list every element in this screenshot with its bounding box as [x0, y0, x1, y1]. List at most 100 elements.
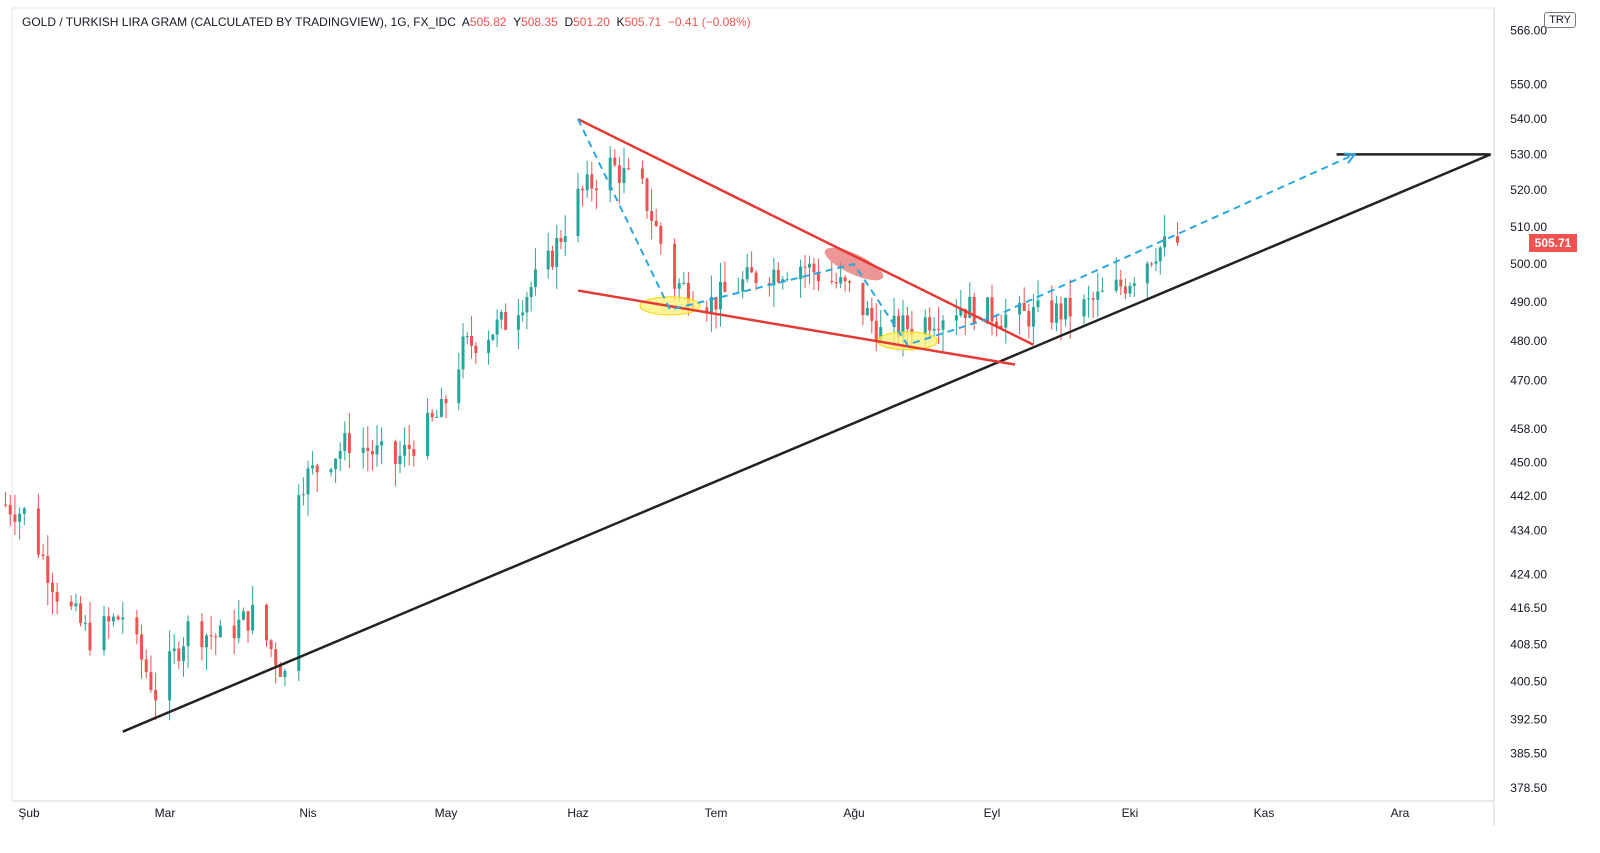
candle-body: [705, 307, 709, 313]
candle-body: [521, 312, 525, 316]
candle-body: [941, 320, 945, 330]
candle-body: [18, 513, 22, 522]
candle-body: [645, 178, 649, 211]
candle-body: [168, 651, 172, 701]
time-tick-label: Tem: [705, 806, 728, 820]
candle-body: [426, 412, 430, 456]
time-tick-label: Kas: [1254, 806, 1275, 820]
time-tick-label: Nis: [299, 806, 316, 820]
candle-body: [627, 168, 631, 170]
candle-body: [1114, 279, 1118, 291]
time-tick-label: May: [435, 806, 458, 820]
candle-body: [1096, 291, 1100, 300]
open-label: A: [461, 15, 470, 29]
support-trendline: [122, 153, 1492, 733]
candle-body: [745, 267, 749, 280]
candle-body: [937, 328, 941, 330]
time-tick-label: Haz: [567, 806, 588, 820]
price-tick-label: 470.00: [1510, 373, 1547, 387]
candle-body: [172, 648, 176, 652]
candle-body: [251, 604, 255, 631]
candle-body: [214, 636, 218, 638]
change-value: −0.41 (−0.08%): [667, 15, 751, 29]
candle-body: [269, 640, 273, 650]
candle-body: [723, 281, 727, 292]
candle-body: [50, 582, 54, 593]
candle-body: [74, 603, 78, 607]
candle-body: [709, 296, 713, 313]
candle-body: [816, 272, 820, 282]
candle-body: [807, 263, 811, 268]
candle-body: [1018, 302, 1022, 315]
candle-body: [177, 648, 181, 662]
candle-body: [839, 277, 843, 284]
candle-body: [754, 272, 758, 284]
candle-body: [525, 297, 529, 313]
candle-body: [140, 634, 144, 660]
candle-body: [461, 336, 465, 370]
candle-body: [412, 449, 416, 456]
candle-body: [36, 508, 40, 555]
candle-body: [555, 238, 559, 267]
candle-body: [954, 315, 958, 321]
price-axis[interactable]: 566.00 550.00 540.00 530.00 520.00 510.00 500.…: [1510, 24, 1547, 795]
candle-body: [650, 210, 654, 221]
candle-body: [246, 611, 250, 631]
candle-body: [88, 622, 92, 651]
candle-body: [608, 157, 612, 191]
candle-body: [972, 296, 976, 324]
candle-body: [366, 447, 370, 452]
chart-pane[interactable]: [11, 7, 1495, 802]
projected-path-arrowhead: [1343, 152, 1357, 164]
candle-body: [430, 412, 434, 418]
candle-body: [585, 174, 589, 191]
symbol-title[interactable]: GOLD / TURKISH LIRA GRAM (CALCULATED BY …: [22, 15, 456, 29]
candle-body: [932, 328, 936, 331]
candle-body: [559, 238, 563, 242]
candle-body: [640, 168, 644, 179]
candle-body: [830, 281, 834, 283]
price-tick-label: 540.00: [1510, 112, 1547, 126]
candle-body: [986, 297, 990, 324]
candle-body: [311, 465, 315, 469]
candle-body: [232, 625, 236, 639]
price-tick-label: 442.00: [1510, 489, 1547, 503]
candle-body: [1031, 307, 1035, 327]
candle-body: [613, 157, 617, 166]
time-axis[interactable]: Şub Mar Nis May Haz Tem Ağu Eyl Eki Kas Ara: [18, 806, 1409, 820]
candle-body: [398, 455, 402, 465]
close-value: 505.71: [624, 15, 662, 29]
candle-body: [241, 611, 245, 620]
candle-body: [69, 601, 73, 607]
candle-body: [218, 625, 222, 638]
candle-body: [874, 320, 878, 342]
close-label: K: [616, 15, 625, 29]
candle-body: [861, 282, 865, 316]
candle-body: [1027, 310, 1031, 327]
candle-body: [439, 399, 443, 417]
price-tick-label: 490.00: [1510, 295, 1547, 309]
price-tick-label: 424.00: [1510, 567, 1547, 581]
candle-body: [550, 250, 554, 267]
candle-body: [46, 556, 50, 583]
candle-body: [1150, 263, 1154, 265]
candle-body: [102, 616, 106, 651]
candle-body: [181, 646, 185, 662]
candle-body: [407, 444, 411, 450]
candle-body: [491, 334, 495, 340]
candle-body: [1059, 303, 1063, 320]
currency-button[interactable]: TRY: [1544, 12, 1576, 28]
candle-body: [465, 336, 469, 338]
candle-body: [4, 504, 8, 506]
candle-body: [83, 622, 87, 624]
candle-body: [1082, 299, 1086, 317]
drawings-layer: [122, 118, 1492, 733]
low-label: D: [564, 15, 574, 29]
candle-body: [1050, 300, 1054, 323]
candle-body: [803, 266, 807, 268]
candle-body: [1123, 286, 1127, 294]
candle-body: [714, 296, 718, 310]
candle-body: [343, 433, 347, 451]
candle-body: [149, 672, 153, 690]
